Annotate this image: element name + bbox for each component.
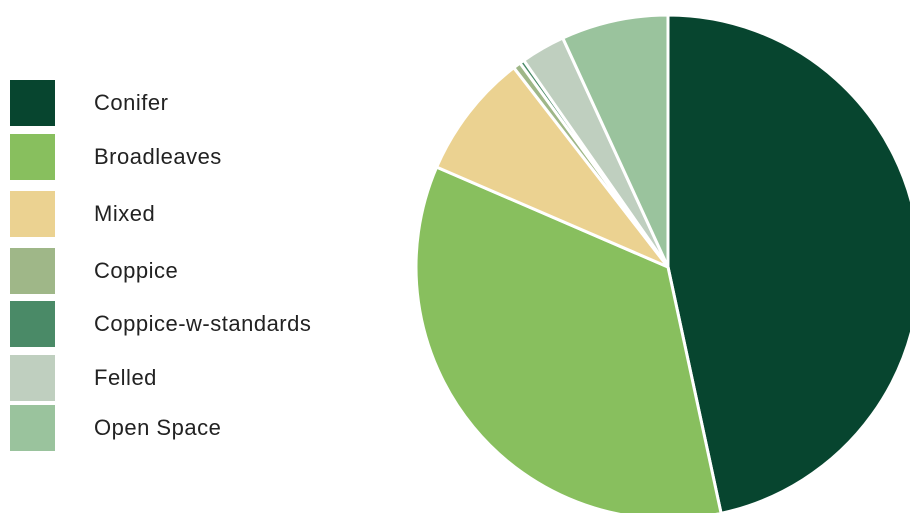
legend-label-coppice-w-standards: Coppice-w-standards [94, 311, 312, 336]
legend-label-mixed: Mixed [94, 201, 156, 226]
legend-label-broadleaves: Broadleaves [94, 144, 222, 169]
pie-slice-broadleaves [414, 165, 723, 513]
legend-item-open-space: Open Space [10, 405, 390, 453]
legend-swatch-mixed [10, 191, 55, 237]
legend: Conifer Broadleaves Mixed Coppice Coppic… [0, 0, 400, 513]
legend-item-felled: Felled [10, 355, 390, 403]
legend-swatch-felled [10, 355, 55, 401]
legend-swatch-coppice-w-standards [10, 301, 55, 347]
legend-label-felled: Felled [94, 365, 157, 390]
legend-swatch-open-space [10, 405, 55, 451]
legend-item-mixed: Mixed [10, 191, 390, 239]
legend-label-coppice: Coppice [94, 258, 179, 283]
legend-swatch-coppice [10, 248, 55, 294]
legend-label-conifer: Conifer [94, 90, 169, 115]
legend-item-coppice-w-standards: Coppice-w-standards [10, 301, 390, 349]
legend-label-open-space: Open Space [94, 415, 222, 440]
pie-slice-mixed [435, 66, 670, 269]
pie-slice-conifer [666, 13, 910, 513]
legend-item-coppice: Coppice [10, 248, 390, 296]
pie-slice-open-space [561, 13, 670, 269]
legend-item-broadleaves: Broadleaves [10, 134, 390, 182]
legend-item-conifer: Conifer [10, 80, 390, 128]
legend-swatch-broadleaves [10, 134, 55, 180]
legend-swatch-conifer [10, 80, 55, 126]
pie-slices [414, 13, 910, 513]
